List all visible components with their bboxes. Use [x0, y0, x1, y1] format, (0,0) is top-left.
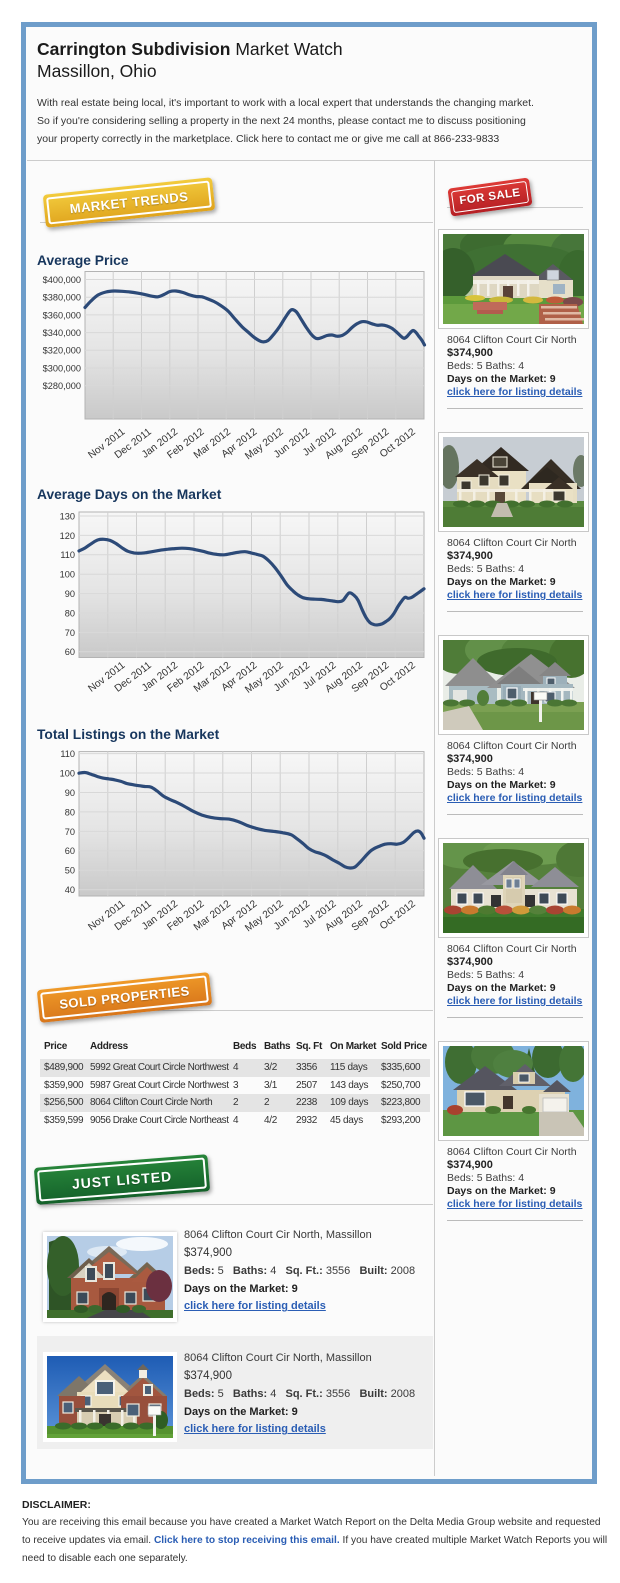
svg-text:$360,000: $360,000 — [43, 310, 81, 320]
svg-text:$380,000: $380,000 — [43, 293, 81, 303]
svg-text:$400,000: $400,000 — [43, 275, 81, 285]
svg-text:50: 50 — [65, 866, 75, 876]
svg-text:110: 110 — [60, 550, 75, 560]
svg-text:40: 40 — [65, 885, 75, 895]
svg-text:90: 90 — [65, 788, 75, 798]
svg-text:$340,000: $340,000 — [43, 328, 81, 338]
svg-text:90: 90 — [65, 589, 75, 599]
svg-text:110: 110 — [60, 749, 75, 759]
svg-text:70: 70 — [65, 827, 75, 837]
svg-text:100: 100 — [60, 570, 75, 580]
svg-text:$280,000: $280,000 — [43, 381, 81, 391]
svg-text:60: 60 — [65, 647, 75, 657]
svg-text:80: 80 — [65, 608, 75, 618]
svg-text:70: 70 — [65, 628, 75, 638]
svg-text:130: 130 — [60, 511, 75, 521]
svg-text:100: 100 — [60, 768, 75, 778]
svg-text:60: 60 — [65, 846, 75, 856]
svg-text:80: 80 — [65, 807, 75, 817]
svg-text:120: 120 — [60, 531, 75, 541]
svg-text:$300,000: $300,000 — [43, 363, 81, 373]
svg-text:$320,000: $320,000 — [43, 346, 81, 356]
